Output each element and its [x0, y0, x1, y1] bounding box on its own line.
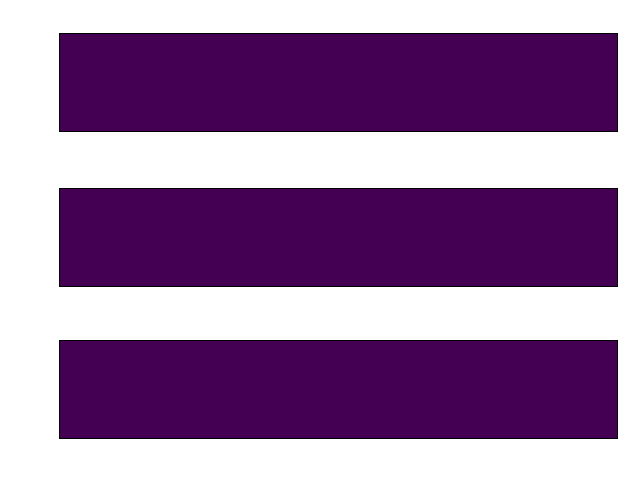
subplot-d20-spectrogram-image [60, 189, 617, 286]
subplot-d5-spectrogram-image [60, 341, 617, 438]
subplot-d20-title [60, 166, 617, 186]
subplot-d7-plot-area [59, 33, 618, 132]
subplot-d7-title [60, 11, 617, 31]
subplot-d7-spectrogram-image [60, 34, 617, 131]
subplot-d5-plot-area [59, 340, 618, 439]
subplot-d20-plot-area [59, 188, 618, 287]
subplot-d5-title [60, 318, 617, 338]
